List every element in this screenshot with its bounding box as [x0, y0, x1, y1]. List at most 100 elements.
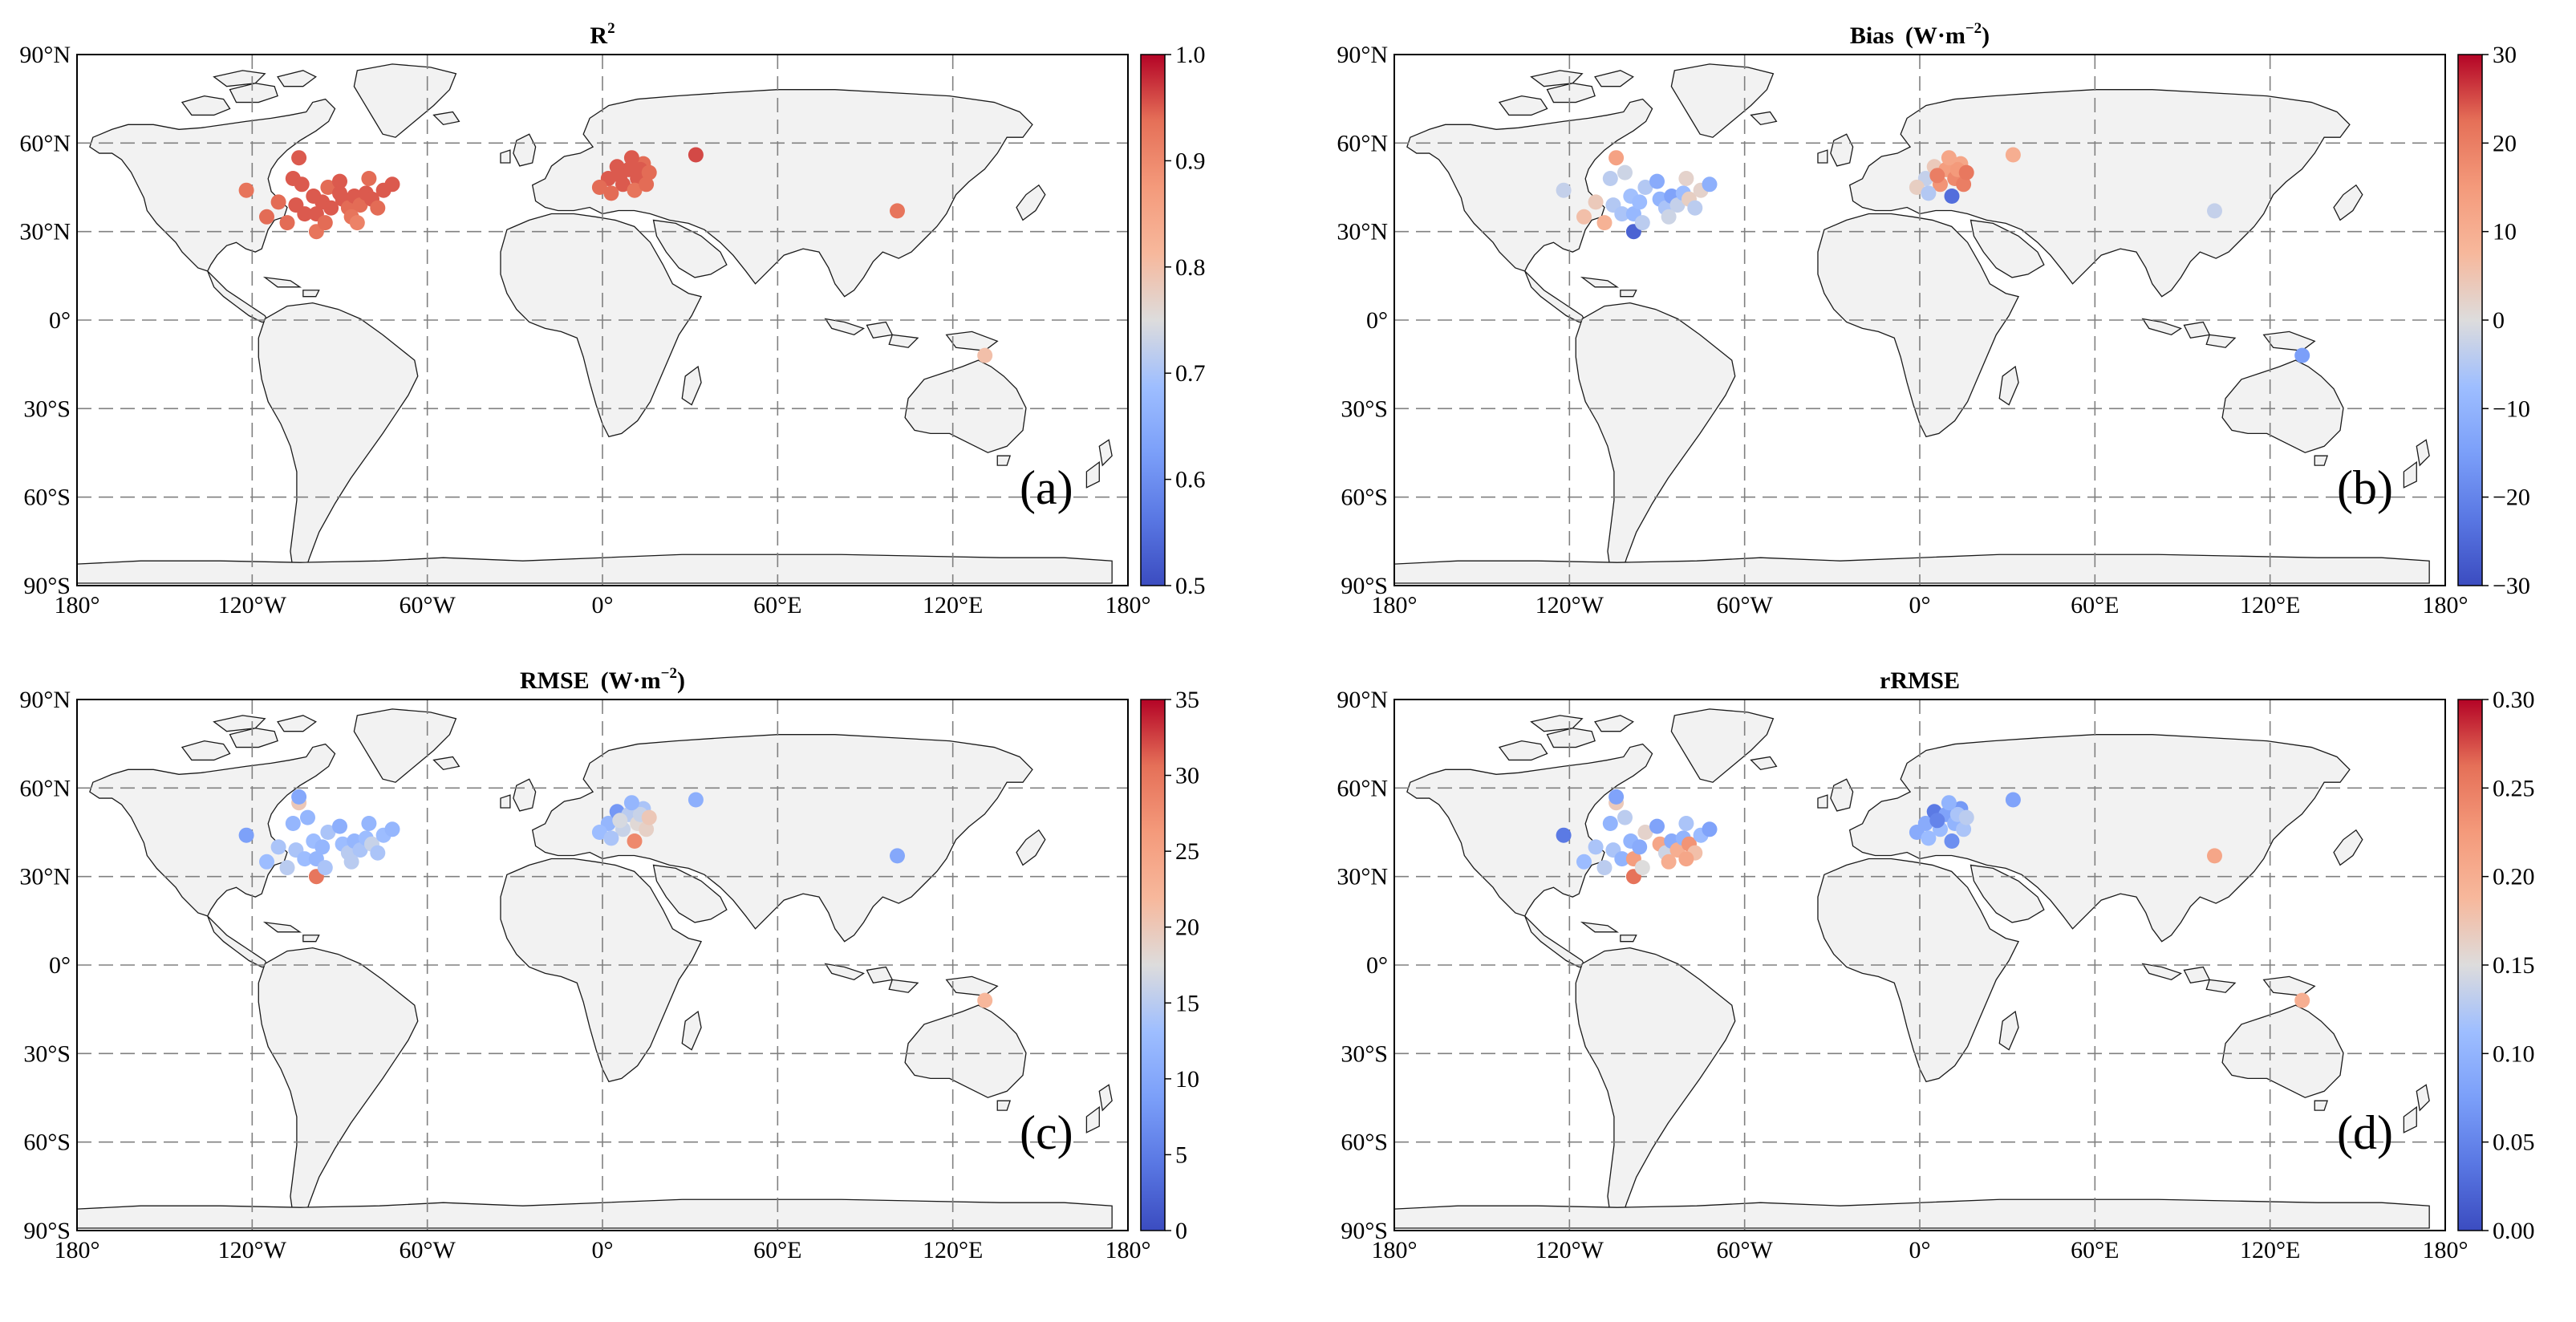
site-marker [1596, 215, 1613, 231]
site-marker [297, 851, 313, 867]
site-marker [1944, 189, 1960, 204]
site-marker [320, 180, 336, 195]
panel-label: (b) [2337, 461, 2393, 514]
colorbar-tick-label: 10 [2493, 219, 2517, 245]
site-marker [238, 182, 254, 198]
site-marker [1944, 833, 1960, 849]
site-marker [317, 215, 333, 231]
lat-tick-label: 60°N [1337, 130, 1388, 156]
site-marker [639, 821, 655, 837]
colorbar-tick-label: 30 [1175, 763, 1199, 789]
lat-tick-label: 0° [1366, 952, 1388, 979]
lon-tick-label: 60°E [2071, 1237, 2119, 1263]
site-marker [1634, 215, 1650, 231]
colorbar-tick-label: −10 [2493, 395, 2530, 422]
colorbar-tick-label: 10 [1175, 1066, 1199, 1093]
lat-tick-label: 60°S [23, 1129, 71, 1156]
site-marker [1702, 176, 1718, 193]
panel-title: Bias (W·m−2) [1850, 20, 1990, 49]
lon-tick-label: 0° [1909, 592, 1931, 618]
site-marker [384, 821, 400, 837]
colorbar-tick-label: 0.6 [1175, 467, 1206, 493]
colorbar [2457, 54, 2483, 586]
site-marker [1614, 206, 1630, 222]
site-marker [1909, 825, 1925, 840]
site-marker [1649, 818, 1665, 834]
site-marker [270, 839, 286, 855]
site-marker [612, 813, 628, 829]
map-area [77, 700, 1128, 1231]
lon-tick-label: 60°W [1717, 1237, 1774, 1263]
site-marker [1576, 854, 1592, 870]
site-marker [1958, 809, 1974, 825]
lon-tick-label: 120°W [1535, 1237, 1604, 1263]
site-markers [238, 789, 993, 1008]
colorbar-tick-label: 0.05 [2493, 1129, 2535, 1156]
site-marker [641, 164, 657, 180]
site-marker [1556, 182, 1572, 198]
colorbar-tick-label: 25 [1175, 838, 1199, 865]
colorbar-tick-label: 0.30 [2493, 687, 2535, 713]
site-marker [1588, 194, 1604, 210]
lon-tick-label: 60°W [400, 1237, 456, 1263]
lat-tick-label: 90°N [19, 42, 71, 68]
colorbar-tick-label: 0.7 [1175, 360, 1206, 387]
lon-tick-label: 120°W [218, 592, 287, 618]
colorbar-tick-label: 0 [2493, 307, 2505, 334]
lat-tick-label: 30°S [1341, 1040, 1388, 1067]
site-marker [890, 848, 905, 864]
lat-tick-label: 0° [49, 307, 71, 334]
gridlines [77, 700, 1128, 1231]
panel-title: RMSE (W·m−2) [520, 665, 685, 694]
lon-tick-label: 180° [55, 592, 100, 618]
site-marker [361, 816, 377, 831]
site-marker [1929, 813, 1945, 829]
colorbar-tick-label: 20 [1175, 914, 1199, 941]
site-marker [1632, 839, 1648, 855]
site-marker [1602, 816, 1618, 831]
panel-title: rRMSE [1880, 667, 1960, 694]
lat-tick-label: 30°N [19, 219, 71, 245]
site-marker [2294, 347, 2310, 363]
site-marker [623, 150, 639, 166]
lat-tick-label: 0° [49, 952, 71, 979]
site-marker [603, 830, 619, 846]
colorbar-tick-label: 35 [1175, 687, 1199, 713]
lat-tick-label: 0° [1366, 307, 1388, 334]
site-marker [627, 833, 643, 849]
lon-tick-label: 60°E [2071, 592, 2119, 618]
site-marker [2207, 848, 2222, 864]
site-marker [2294, 992, 2310, 1008]
map-frame [1393, 699, 2446, 1231]
site-markers [238, 147, 993, 363]
site-marker [1956, 821, 1972, 837]
site-marker [1687, 200, 1703, 216]
lon-tick-label: 0° [1909, 1237, 1931, 1263]
site-marker [370, 200, 386, 216]
colorbar-tick-label: 0.20 [2493, 864, 2535, 890]
site-marker [1556, 827, 1572, 843]
gridlines [77, 55, 1128, 586]
site-marker [2005, 147, 2021, 163]
lon-tick-label: 120°W [218, 1237, 287, 1263]
lat-tick-label: 90°S [23, 573, 71, 599]
site-marker [977, 347, 993, 363]
site-marker [285, 816, 301, 831]
lat-tick-label: 60°S [1341, 1129, 1388, 1156]
site-marker [688, 792, 704, 808]
site-marker [2005, 792, 2021, 808]
site-marker [1702, 821, 1718, 837]
site-markers [1556, 789, 2310, 1008]
map-area [1394, 700, 2445, 1231]
map-frame [1393, 54, 2446, 586]
site-marker [1608, 789, 1625, 805]
site-marker [259, 854, 274, 870]
lon-tick-label: 180° [2423, 592, 2468, 618]
site-marker [270, 194, 286, 210]
panel-label: (c) [1020, 1106, 1073, 1159]
lat-tick-label: 90°S [1341, 1218, 1388, 1244]
site-marker [300, 809, 315, 825]
site-marker [890, 203, 905, 219]
site-marker [641, 809, 657, 825]
